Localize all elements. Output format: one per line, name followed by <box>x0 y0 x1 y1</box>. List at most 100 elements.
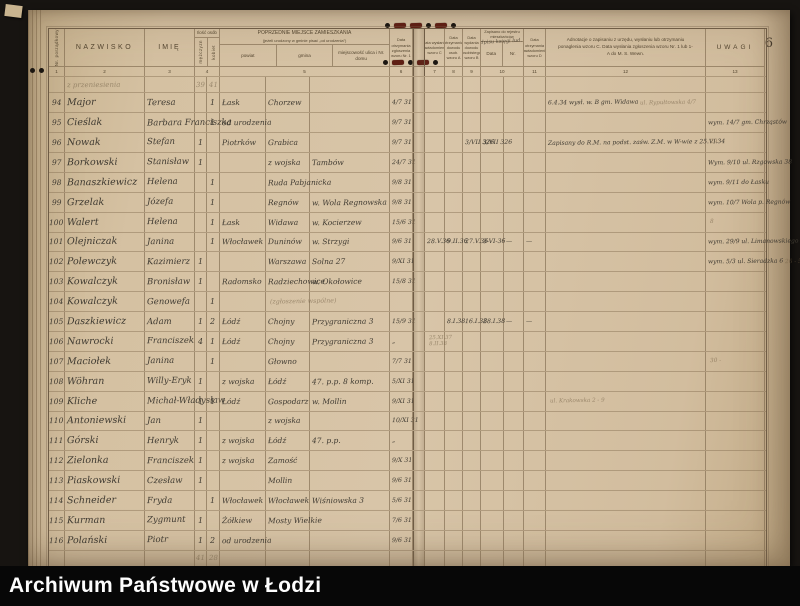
register-page: 6 Nr. porządkowy NAZWISKO IMI <box>28 10 800 587</box>
cell-imie: Franciszek <box>145 331 195 351</box>
cell-adnotacje <box>546 232 706 252</box>
cell-kobiet <box>207 471 220 491</box>
cell-wzor-b <box>463 391 481 411</box>
page-fold <box>413 331 425 351</box>
cell-imie: Michał-Władysław <box>145 391 225 411</box>
cell-gmina: Warszawa <box>266 252 310 272</box>
cell-wzor-d <box>524 550 546 566</box>
cell-wzor-a <box>445 133 463 152</box>
cell-mezczyzn: 1 <box>195 133 207 152</box>
cell-wzor-b <box>463 272 481 292</box>
cell-rejestr-nr <box>504 192 524 212</box>
cell-uwagi <box>706 411 765 431</box>
cell-powiat <box>220 351 266 371</box>
cell-wzor-d <box>524 272 546 292</box>
cell-data-zgloszenia: 9/6 31 <box>390 471 413 491</box>
header-wzor-b: Data wydania dowodu osobistego wzoru B <box>463 29 481 67</box>
cell-rejestr-nr <box>504 510 524 530</box>
cell-nr <box>49 550 65 566</box>
cell-data-zgloszenia: 9/7 31 <box>390 133 413 152</box>
cell-nr: 115 <box>49 510 65 530</box>
page-fold <box>413 292 425 312</box>
cell-wzor-a <box>445 331 463 351</box>
cell-wzor-d <box>524 491 546 510</box>
stitch-dot <box>30 68 35 73</box>
cell-gmina: Mosty Wielkie <box>266 510 322 530</box>
cell-wzor-a <box>445 212 463 232</box>
cell-nazwisko: Nowak <box>65 133 145 152</box>
page-fold <box>413 133 425 152</box>
cell-kobiet: 1 <box>207 93 220 113</box>
cell-wzor-c <box>425 312 445 331</box>
cell-nazwisko: Kurman <box>65 510 145 530</box>
cell-nazwisko: Zielonka <box>65 451 145 471</box>
colnum: 2 <box>65 66 145 77</box>
cell-wzor-d <box>524 471 546 491</box>
cell-wzor-b: 3/VII 326 <box>463 133 494 152</box>
cell-gmina <box>266 77 310 93</box>
cell-rejestr-nr <box>504 371 524 391</box>
cell-wzor-c <box>425 113 445 133</box>
cell-miejscowosc: w. Wola Regnowska <box>310 192 390 212</box>
cell-adnotacje <box>546 371 706 391</box>
cell-miejscowosc: Przygraniczna 3 <box>310 331 390 351</box>
cell-powiat: Żółkiew <box>220 510 266 530</box>
cell-rejestr-nr <box>504 331 524 351</box>
cell-imie: Willy-Eryk <box>145 371 195 391</box>
cell-data-zgloszenia: 9/7 31 <box>390 113 413 133</box>
cell-rejestr-data <box>481 252 504 272</box>
cell-wzor-b <box>463 292 481 312</box>
cell-rejestr-data <box>481 431 504 451</box>
table-row: 114 Schneider Fryda 1 Włocławek Włocławe… <box>49 490 766 510</box>
page-fold <box>413 550 425 566</box>
cell-nazwisko <box>65 550 145 566</box>
cell-data-zgloszenia: 9/8 31 <box>390 192 413 212</box>
colnum: 13 <box>706 66 765 77</box>
stitch-dot <box>385 23 390 28</box>
cell-powiat <box>220 152 266 172</box>
cell-nazwisko: Górski <box>65 431 145 451</box>
cell-gmina: Chorzew <box>266 93 310 113</box>
cell-rejestr-data <box>481 391 504 411</box>
table-row: 41 28 <box>49 549 766 566</box>
cell-nr: 94 <box>49 93 65 113</box>
page-fold <box>413 312 425 331</box>
cell-mezczyzn <box>195 113 207 133</box>
cell-miejscowosc <box>310 411 390 431</box>
cell-wzor-d <box>524 252 546 272</box>
header-rejestr-nr: Nr. <box>509 51 516 57</box>
cell-mezczyzn: 41 <box>195 550 207 566</box>
page-fold <box>413 93 425 113</box>
header-powiat: powiat <box>220 45 277 67</box>
cell-nazwisko: Daszkiewicz <box>65 312 145 331</box>
cell-imie: Zygmunt <box>145 510 195 530</box>
cell-wzor-d <box>524 152 546 172</box>
binding-stitch-left <box>30 68 48 73</box>
page-fold <box>413 510 425 530</box>
cell-data-zgloszenia: 15/6 31 <box>390 212 416 232</box>
cell-mezczyzn: 1 <box>195 371 207 391</box>
cell-wzor-d <box>524 391 546 411</box>
page-fold <box>413 391 425 411</box>
cell-powiat <box>220 252 266 272</box>
cell-nr: 114 <box>49 491 65 510</box>
cell-nr: 109 <box>49 391 65 411</box>
cell-uwagi: wym. 10/7 Wola p. Regnów <box>706 192 790 212</box>
page-fold <box>413 113 425 133</box>
page-fold <box>413 411 425 431</box>
cell-wzor-d <box>524 431 546 451</box>
stacked-page-edges <box>28 10 43 566</box>
cell-adnotacje <box>546 451 706 471</box>
cell-rejestr-data <box>481 77 504 93</box>
cell-rejestr-nr <box>504 292 524 312</box>
table-row: 97 Borkowski Stanisław 1 z wojska Tambów… <box>49 151 792 172</box>
cell-powiat <box>220 292 266 312</box>
cell-wzor-c <box>425 391 445 411</box>
cell-wzor-d <box>524 212 546 232</box>
cell-wzor-b <box>463 491 481 510</box>
cell-wzor-b <box>463 192 481 212</box>
cell-nazwisko: Nawrocki <box>65 331 145 351</box>
cell-rejestr-nr <box>504 252 524 272</box>
cell-adnotacje <box>546 312 706 331</box>
cell-wzor-a: 8.I.38 <box>445 312 465 331</box>
